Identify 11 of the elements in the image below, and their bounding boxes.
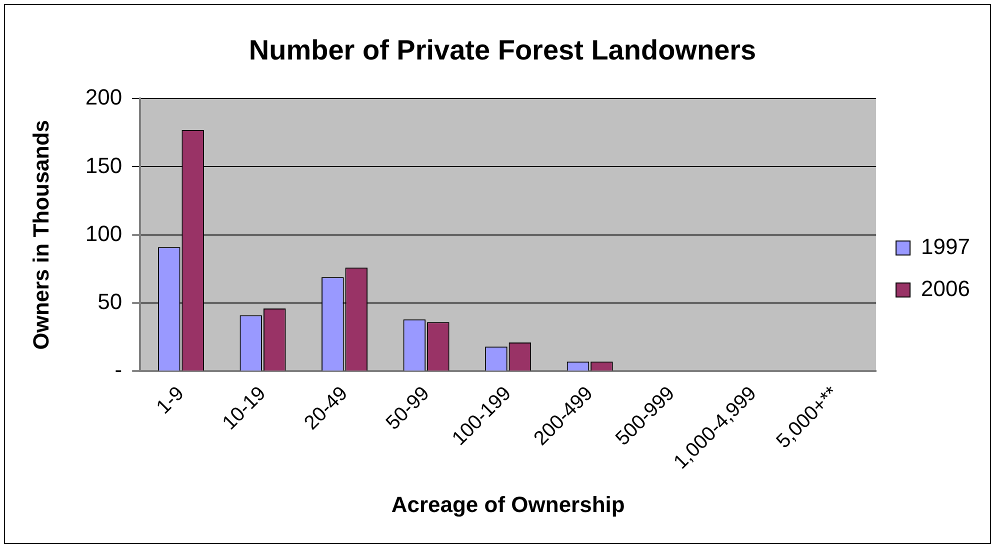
legend-label: 2006 [921, 276, 970, 302]
y-tick-label: - [114, 357, 122, 382]
chart-title: Number of Private Forest Landowners [248, 34, 756, 66]
y-tick-label: 150 [85, 152, 122, 178]
legend-label: 1997 [921, 234, 970, 260]
x-tick-label: 1-9 [152, 382, 188, 418]
y-tick-label: 100 [85, 220, 122, 246]
y-tick-label: 200 [85, 84, 122, 110]
y-tick-label: 50 [98, 289, 122, 314]
x-axis-title: Acreage of Ownership [391, 492, 625, 517]
y-axis-title: Owners in Thousands [28, 120, 54, 350]
